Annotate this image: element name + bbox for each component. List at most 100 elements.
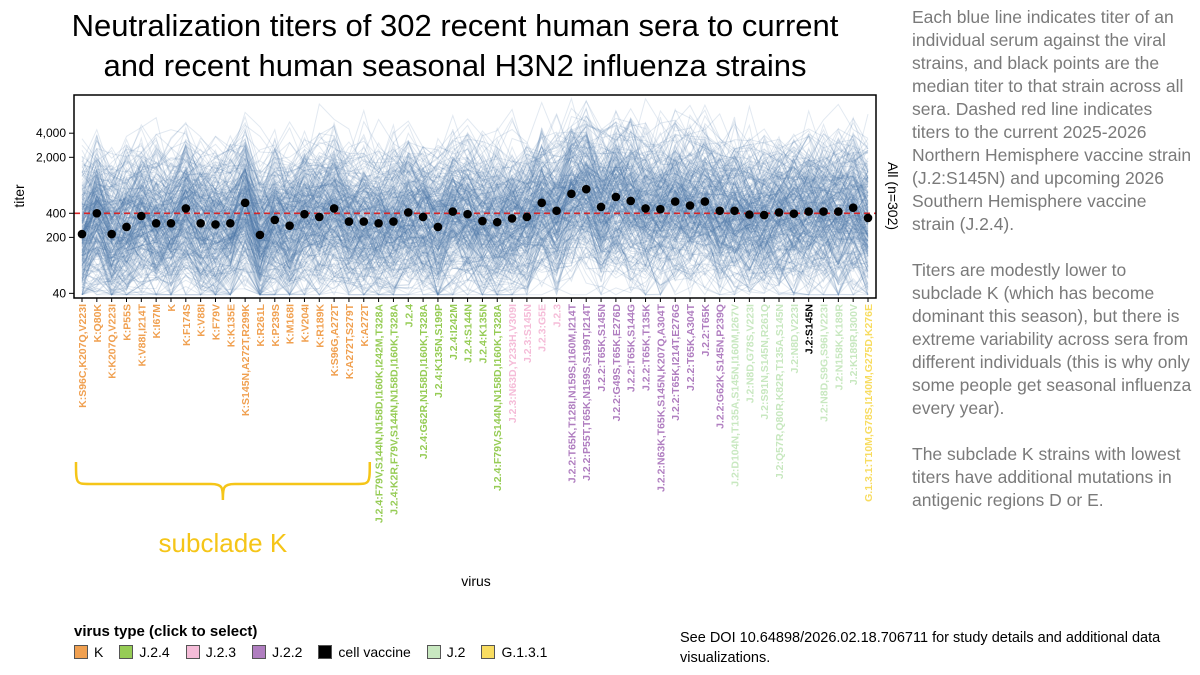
serum-line xyxy=(81,233,869,297)
median-point xyxy=(848,203,858,212)
y-tick-label: 200 xyxy=(46,230,66,244)
serum-line xyxy=(81,131,869,229)
median-point xyxy=(151,218,161,228)
serum-line xyxy=(81,188,869,296)
serum-line xyxy=(81,138,869,223)
serum-line xyxy=(81,97,869,200)
legend-label: J.2.2 xyxy=(272,644,303,660)
legend-swatch xyxy=(426,645,441,659)
serum-line xyxy=(81,116,869,215)
titer-chart: 40 200 400 2,000 4,000 titer All (n=302) K:S96C… xyxy=(11,94,901,589)
serum-line xyxy=(81,104,869,190)
median-point xyxy=(641,204,650,213)
median-point xyxy=(300,209,309,219)
serum-line xyxy=(81,200,869,281)
serum-line xyxy=(81,130,869,233)
legend-swatch xyxy=(119,645,134,659)
serum-line xyxy=(81,146,869,235)
legend-item[interactable]: K xyxy=(74,644,103,660)
serum-line xyxy=(81,115,869,221)
serum-line xyxy=(81,144,869,239)
serum-line xyxy=(81,149,869,236)
serum-line xyxy=(81,172,869,254)
serum-line xyxy=(81,234,869,296)
median-point xyxy=(240,198,250,208)
serum-line xyxy=(81,202,869,292)
x-tick-label: J.2.4:F79V,S144N,N158D,I160K,I242M,T328A xyxy=(374,304,386,523)
serum-line xyxy=(81,154,869,245)
x-tick-label: K:R189K xyxy=(314,304,326,348)
serum-line xyxy=(81,184,869,283)
legend: virus type (click to select) K J.2.4 J.2.3… xyxy=(74,623,547,660)
serum-line xyxy=(81,159,869,262)
serum-line xyxy=(81,227,869,296)
serum-line xyxy=(81,196,869,278)
serum-line xyxy=(81,178,869,252)
serum-line xyxy=(81,182,869,271)
serum-line xyxy=(81,185,869,269)
x-tick-label: J.2.4:I242M xyxy=(448,304,460,360)
serum-line xyxy=(81,153,869,249)
serum-line xyxy=(81,232,869,297)
serum-line xyxy=(81,184,869,259)
x-axis-label: virus xyxy=(461,573,491,589)
x-tick-label: J.2.4 xyxy=(403,304,415,328)
title-line-2: and recent human seasonal H3N2 influenza… xyxy=(103,48,807,83)
x-tick-label: K:V88I,I214T xyxy=(136,303,148,366)
serum-line xyxy=(81,198,869,281)
plot-frame xyxy=(73,94,877,299)
serum-line xyxy=(81,200,869,290)
chart-title: Neutralization titers of 302 recent huma… xyxy=(20,6,890,86)
serum-line xyxy=(81,226,869,296)
serum-line xyxy=(81,171,869,242)
median-point xyxy=(418,212,428,222)
legend-item[interactable]: cell vaccine xyxy=(318,644,411,660)
legend-swatch xyxy=(318,645,333,659)
serum-line xyxy=(81,122,869,229)
serum-line xyxy=(81,187,869,275)
serum-line xyxy=(81,99,869,210)
serum-line xyxy=(81,177,869,259)
serum-line xyxy=(81,194,869,284)
serum-line xyxy=(81,181,869,277)
x-tick-label: J.2:N8D,G78S,V223I xyxy=(744,304,756,403)
serum-line xyxy=(81,164,869,259)
legend-label: K xyxy=(94,644,104,660)
serum-line xyxy=(81,239,869,296)
serum-line xyxy=(81,155,869,226)
legend-item[interactable]: J.2.2 xyxy=(252,644,302,660)
x-tick-label: K:F79V xyxy=(210,304,222,340)
median-point xyxy=(685,201,695,210)
legend-item[interactable]: G.1.3.1 xyxy=(481,644,547,660)
legend-item[interactable]: J.2.3 xyxy=(185,644,236,660)
median-point xyxy=(329,204,339,213)
legend-item[interactable]: J.2.4 xyxy=(119,644,170,660)
serum-line xyxy=(81,188,869,289)
serum-line xyxy=(81,240,869,296)
median-point xyxy=(122,222,131,232)
serum-line xyxy=(81,102,869,179)
serum-line xyxy=(81,143,869,219)
x-tick-label: J.2.4:G62R,N158D,I160K,T328A xyxy=(418,304,430,460)
serum-line xyxy=(81,183,869,264)
serum-line xyxy=(81,130,869,223)
legend-item[interactable]: J.2 xyxy=(426,644,465,660)
caption-paragraph: Each blue line indicates titer of an ind… xyxy=(912,7,1192,234)
x-tick-label: J.2:D104N,T135A,S145N,I160M,I267V xyxy=(730,304,742,487)
serum-line xyxy=(81,173,869,270)
x-tick-label: K:A272T xyxy=(359,303,371,346)
serum-line xyxy=(81,138,869,238)
serum-line xyxy=(81,184,869,281)
x-tick-label: J.2.2:T65K,A304T xyxy=(685,303,697,391)
serum-line xyxy=(81,226,869,297)
serum-line xyxy=(81,133,869,250)
serum-line xyxy=(81,150,869,240)
serum-line xyxy=(81,173,869,251)
median-point xyxy=(745,210,754,219)
serum-line xyxy=(81,149,869,248)
legend-swatch xyxy=(74,645,88,659)
serum-line xyxy=(81,109,869,190)
median-point xyxy=(552,206,561,216)
serum-line xyxy=(81,126,869,213)
serum-line xyxy=(81,189,869,272)
